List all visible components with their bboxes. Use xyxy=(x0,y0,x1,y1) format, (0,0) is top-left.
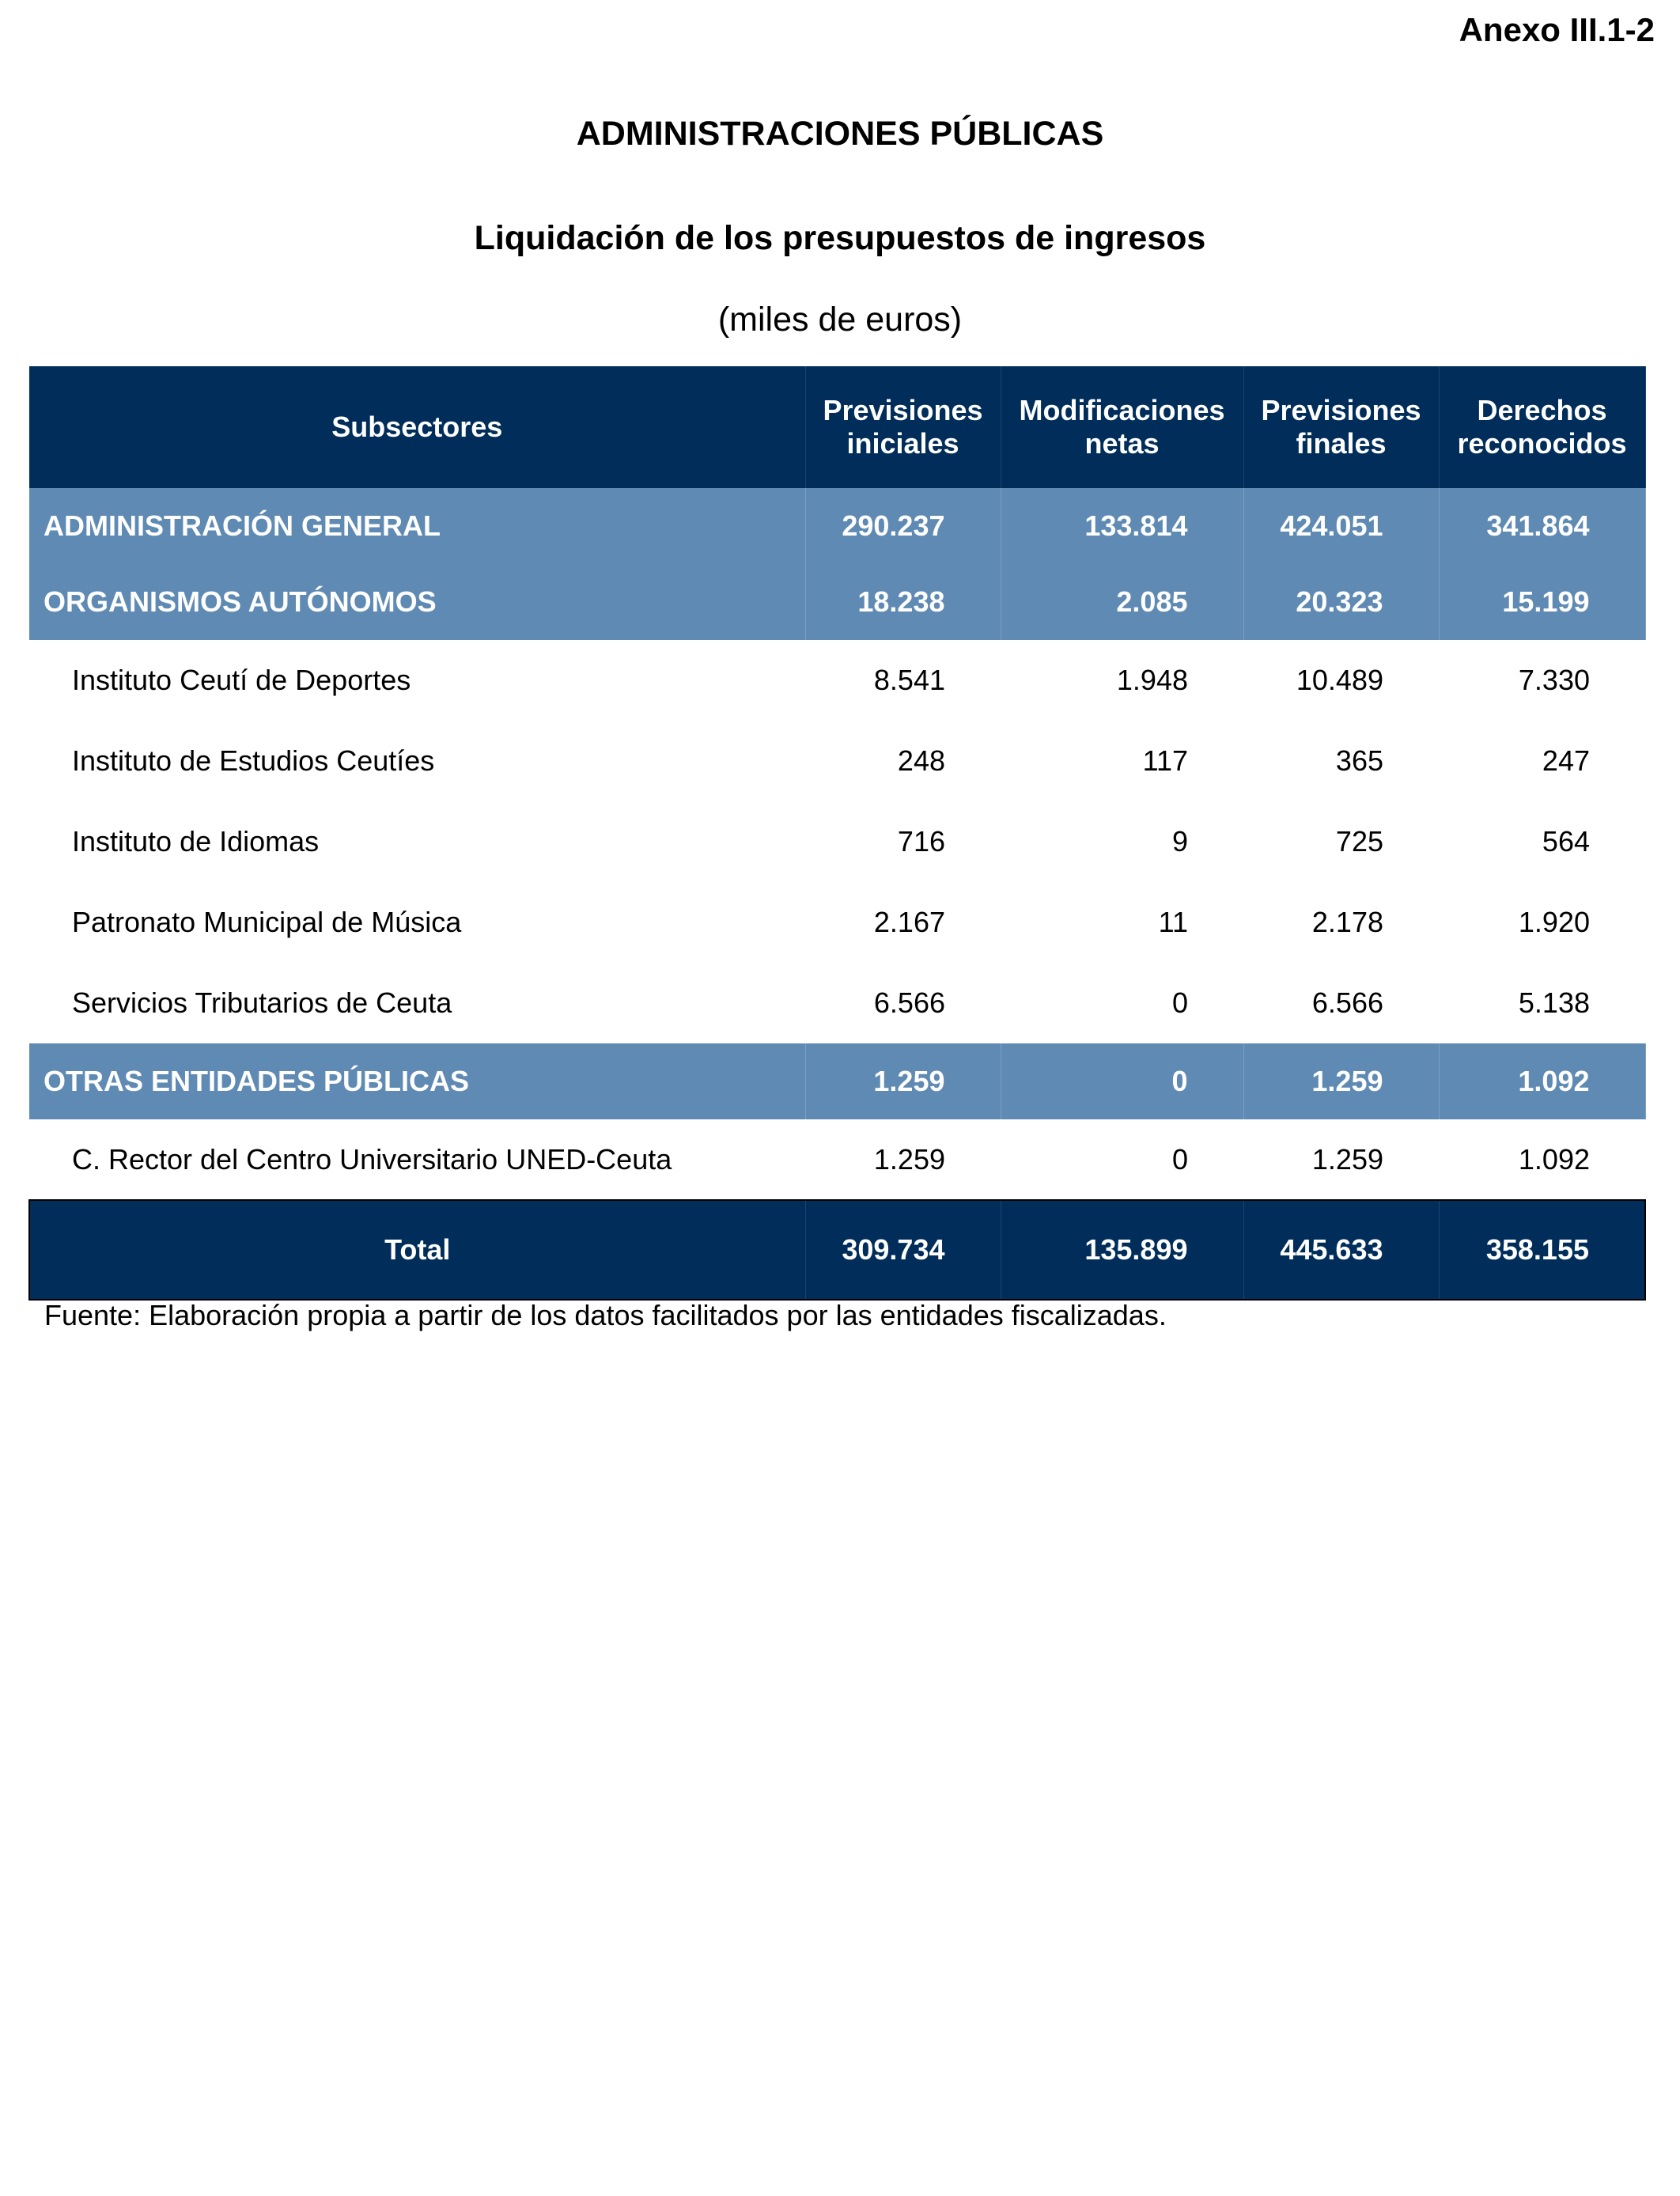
row-value: 0 xyxy=(1171,986,1188,1019)
row-value: 1.259 xyxy=(1311,1142,1383,1176)
budget-table: Subsectores Previsiones iniciales Modifi… xyxy=(28,366,1646,1301)
row-label: C. Rector del Centro Universitario UNED-… xyxy=(72,1142,672,1176)
source-note: Fuente: Elaboración propia a partir de l… xyxy=(44,1299,1167,1331)
table-row-tributarios: Servicios Tributarios de Ceuta 6.566 0 6.56… xyxy=(29,963,1645,1043)
row-value: 18.238 xyxy=(805,564,1001,640)
row-value: 725 xyxy=(1335,825,1383,858)
table-row-organismos: ORGANISMOS AUTÓNOMOS 18.238 2.085 20.323 15.… xyxy=(29,564,1646,640)
row-value: 365 xyxy=(1335,744,1383,777)
row-value: 341.864 xyxy=(1439,488,1646,564)
row-label: ADMINISTRACIÓN GENERAL xyxy=(29,488,806,564)
row-value: 358.155 xyxy=(1439,1200,1646,1300)
header-modificaciones-netas: Modificaciones netas xyxy=(1001,366,1244,488)
row-value: 8.541 xyxy=(873,664,945,696)
header-subsectores: Subsectores xyxy=(29,366,806,488)
row-value: 424.051 xyxy=(1243,488,1440,564)
row-value: 1.259 xyxy=(1243,1043,1440,1119)
page-subtitle: Liquidación de los presupuestos de ingre… xyxy=(474,219,1206,257)
row-label: Instituto de Estudios Ceutíes xyxy=(72,744,435,777)
row-label: Patronato Municipal de Música xyxy=(72,906,462,938)
table-row-total: Total 309.734 135.899 445.633 358.155 xyxy=(29,1200,1646,1300)
row-value: 1.092 xyxy=(1518,1142,1590,1176)
row-value: 5.138 xyxy=(1518,986,1590,1019)
row-value: 1.259 xyxy=(873,1142,945,1176)
row-value: 445.633 xyxy=(1243,1200,1440,1300)
table-row-musica: Patronato Municipal de Música 2.167 11 2.17… xyxy=(29,882,1645,963)
row-value: 135.899 xyxy=(1001,1200,1244,1300)
row-value: 2.085 xyxy=(1001,564,1244,640)
row-value: 0 xyxy=(1171,1142,1188,1176)
row-label: OTRAS ENTIDADES PÚBLICAS xyxy=(29,1043,806,1119)
row-value: 309.734 xyxy=(805,1200,1001,1300)
header-previsiones-finales: Previsiones finales xyxy=(1243,366,1440,488)
row-value: 247 xyxy=(1542,744,1590,777)
row-label: ORGANISMOS AUTÓNOMOS xyxy=(29,564,806,640)
row-value: 6.566 xyxy=(873,986,945,1019)
row-value: 6.566 xyxy=(1311,986,1383,1019)
row-label: Instituto Ceutí de Deportes xyxy=(72,664,411,696)
row-value: 9 xyxy=(1171,825,1188,858)
table-row-deportes: Instituto Ceutí de Deportes 8.541 1.948 10.… xyxy=(29,640,1645,721)
table-row-admin-general: ADMINISTRACIÓN GENERAL 290.237 133.814 424.… xyxy=(29,488,1646,564)
row-value: 248 xyxy=(897,744,945,777)
row-value: 564 xyxy=(1542,825,1590,858)
row-value: 0 xyxy=(1001,1043,1244,1119)
row-value: 2.167 xyxy=(873,906,945,938)
table-row-uned: C. Rector del Centro Universitario UNED-… xyxy=(29,1119,1645,1200)
row-value: 11 xyxy=(1158,906,1188,938)
row-value: 20.323 xyxy=(1243,564,1440,640)
page-title: ADMINISTRACIONES PÚBLICAS xyxy=(576,115,1104,153)
header-row: Subsectores Previsiones iniciales Modifi… xyxy=(29,366,1646,488)
row-value: 1.092 xyxy=(1439,1043,1646,1119)
table-row-otras: OTRAS ENTIDADES PÚBLICAS 1.259 0 1.259 1.092 xyxy=(29,1043,1646,1119)
row-value: 10.489 xyxy=(1296,664,1383,696)
row-value: 15.199 xyxy=(1439,564,1646,640)
table-row-estudios: Instituto de Estudios Ceutíes 248 117 365 24… xyxy=(29,721,1645,801)
row-label: Total xyxy=(29,1200,806,1300)
row-value: 1.948 xyxy=(1116,664,1188,696)
units-label: (miles de euros) xyxy=(717,301,963,339)
annex-label: Anexo III.1-2 xyxy=(1459,11,1655,48)
row-value: 117 xyxy=(1142,744,1188,777)
header-derechos-reconocidos: Derechos reconocidos xyxy=(1439,366,1646,488)
row-value: 1.259 xyxy=(805,1043,1001,1119)
row-value: 290.237 xyxy=(805,488,1001,564)
row-value: 2.178 xyxy=(1311,906,1383,938)
table-row-idiomas: Instituto de Idiomas 716 9 725 564 xyxy=(29,801,1645,882)
row-label: Servicios Tributarios de Ceuta xyxy=(72,986,452,1019)
row-value: 133.814 xyxy=(1001,488,1244,564)
row-value: 7.330 xyxy=(1518,664,1590,696)
header-previsiones-iniciales: Previsiones iniciales xyxy=(805,366,1001,488)
row-label: Instituto de Idiomas xyxy=(72,825,320,858)
row-value: 1.920 xyxy=(1518,906,1590,938)
row-value: 716 xyxy=(897,825,945,858)
